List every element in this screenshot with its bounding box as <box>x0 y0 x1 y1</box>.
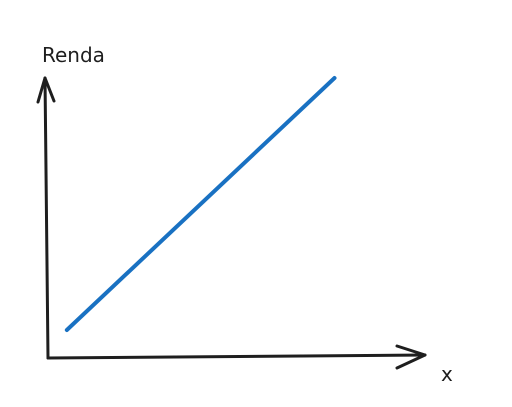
y-axis <box>36 76 56 360</box>
y-axis-arrowhead <box>36 76 56 104</box>
y-axis-label: Renda <box>42 43 105 67</box>
y-axis-line <box>43 76 50 360</box>
x-axis <box>46 344 427 370</box>
plot-area <box>64 76 337 332</box>
x-axis-line <box>46 353 427 360</box>
x-axis-label: x <box>441 362 453 386</box>
x-axis-arrowhead <box>395 344 427 370</box>
series-line-1 <box>64 76 337 332</box>
